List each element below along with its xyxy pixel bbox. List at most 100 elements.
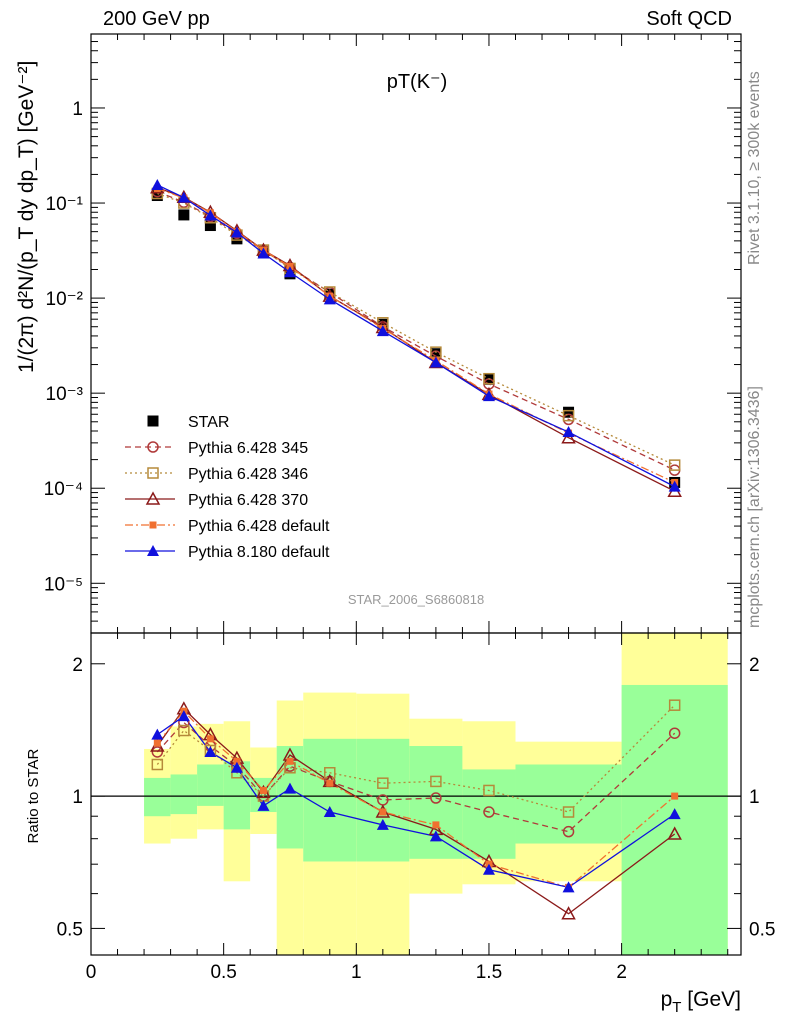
header-right-label: Soft QCD xyxy=(646,8,732,30)
data-point xyxy=(283,266,296,278)
ratio-data-point xyxy=(377,777,389,789)
data-point xyxy=(377,318,389,330)
x-tick-label: 2 xyxy=(616,962,627,983)
legend-label: Pythia 6.428 346 xyxy=(188,466,308,483)
data-point xyxy=(561,430,576,444)
ratio-data-point xyxy=(233,757,241,765)
series-line xyxy=(157,184,675,488)
data-point xyxy=(376,325,389,337)
ratio-y-tick-label-right: 0.5 xyxy=(749,919,775,940)
ratio-panel-frame xyxy=(90,632,742,956)
ratio-data-point xyxy=(667,826,682,840)
x-tick-label: 1.5 xyxy=(476,962,502,983)
chart-title: pT(K⁻) xyxy=(387,71,448,93)
x-tick-label: 1 xyxy=(351,962,362,983)
x-tick-label: 0.5 xyxy=(210,962,236,983)
ratio-data-point xyxy=(668,699,681,711)
data-point xyxy=(562,426,575,438)
ratio-data-point xyxy=(286,757,294,765)
y-tick-label: 10⁻⁵ xyxy=(44,574,83,595)
y-tick-label: 10⁻⁴ xyxy=(44,479,83,500)
ratio-data-point xyxy=(379,808,387,816)
data-point xyxy=(562,409,575,422)
legend-marker xyxy=(147,467,159,479)
data-point xyxy=(483,372,495,385)
data-point xyxy=(257,247,270,259)
ratio-data-point xyxy=(668,727,681,739)
ratio-data-point xyxy=(671,792,679,800)
y-tick-label: 10⁻¹ xyxy=(46,194,84,215)
ratio-data-point xyxy=(177,710,190,722)
ratio-data-point xyxy=(562,806,575,818)
ratio-y-tick-label-right: 2 xyxy=(749,655,760,676)
ratio-data-point xyxy=(204,745,217,757)
legend-label: Pythia 6.428 default xyxy=(188,518,330,535)
ratio-axis-title: Ratio to STAR xyxy=(25,749,42,844)
data-point xyxy=(151,190,163,202)
ratio-data-point xyxy=(561,906,576,920)
series-line xyxy=(157,187,675,484)
ratio-data-point xyxy=(259,786,267,794)
ratio-data-point xyxy=(283,782,296,794)
data-point xyxy=(230,226,243,238)
ratio-data-point xyxy=(562,881,575,893)
ratio-data-point xyxy=(483,806,495,818)
y-tick-label: 10⁻³ xyxy=(46,384,84,405)
legend-label: Pythia 6.428 345 xyxy=(188,440,308,457)
ratio-data-point xyxy=(153,739,161,747)
ratio-data-point xyxy=(257,799,270,811)
data-point xyxy=(204,220,216,232)
uncertainty-bands xyxy=(144,633,728,955)
legend-marker xyxy=(145,491,161,505)
y-tick-label: 10⁻² xyxy=(46,289,84,310)
ratio-data-point xyxy=(323,806,336,818)
legend-marker xyxy=(149,521,157,529)
ratio-data-point xyxy=(376,818,389,830)
data-point xyxy=(668,459,681,471)
ratio-y-tick-label-right: 1 xyxy=(749,787,760,808)
ratio-series-line xyxy=(156,710,676,889)
ratio-data-point xyxy=(230,761,243,773)
data-point xyxy=(178,209,190,221)
green-band xyxy=(197,764,224,806)
legend-label: STAR xyxy=(188,414,229,431)
green-band xyxy=(303,738,357,862)
green-band xyxy=(515,764,622,844)
ratio-data-point xyxy=(151,758,164,771)
data-point xyxy=(482,390,495,402)
analysis-label: STAR_2006_S6860818 xyxy=(348,592,484,607)
x-axis-title: pT [GeV] xyxy=(661,988,741,1016)
ratio-data-point xyxy=(668,808,681,820)
ratio-data-point xyxy=(206,735,214,743)
header-left-label: 200 GeV pp xyxy=(103,8,210,30)
ratio-data-point xyxy=(151,746,164,758)
ratio-y-tick-label: 0.5 xyxy=(57,919,83,940)
ratio-data-point xyxy=(562,825,575,838)
data-point xyxy=(323,293,336,305)
ratio-data-point xyxy=(151,728,164,740)
legend-marker xyxy=(147,441,159,453)
y-tick-label: 1 xyxy=(72,99,83,120)
legend-marker xyxy=(147,415,159,427)
ratio-data-point xyxy=(432,821,440,829)
legend-label: Pythia 8.180 default xyxy=(188,544,330,561)
x-tick-label: 0 xyxy=(86,962,97,983)
legend-label: Pythia 6.428 370 xyxy=(188,492,308,509)
ratio-y-tick-label: 1 xyxy=(72,787,83,808)
data-point xyxy=(204,209,217,221)
ratio-data-point xyxy=(483,784,495,797)
ratio-series-line xyxy=(156,707,676,915)
green-band xyxy=(621,684,728,955)
legend-marker xyxy=(147,545,159,556)
green-band xyxy=(462,769,516,859)
data-point xyxy=(151,178,164,190)
ratio-data-point xyxy=(429,830,442,842)
ratio-y-tick-label: 2 xyxy=(72,655,83,676)
ratio-data-point xyxy=(326,779,334,787)
green-band xyxy=(144,777,171,817)
data-point xyxy=(429,356,442,368)
data-point xyxy=(563,406,575,418)
green-band xyxy=(170,774,198,815)
ratio-data-point xyxy=(482,863,495,875)
